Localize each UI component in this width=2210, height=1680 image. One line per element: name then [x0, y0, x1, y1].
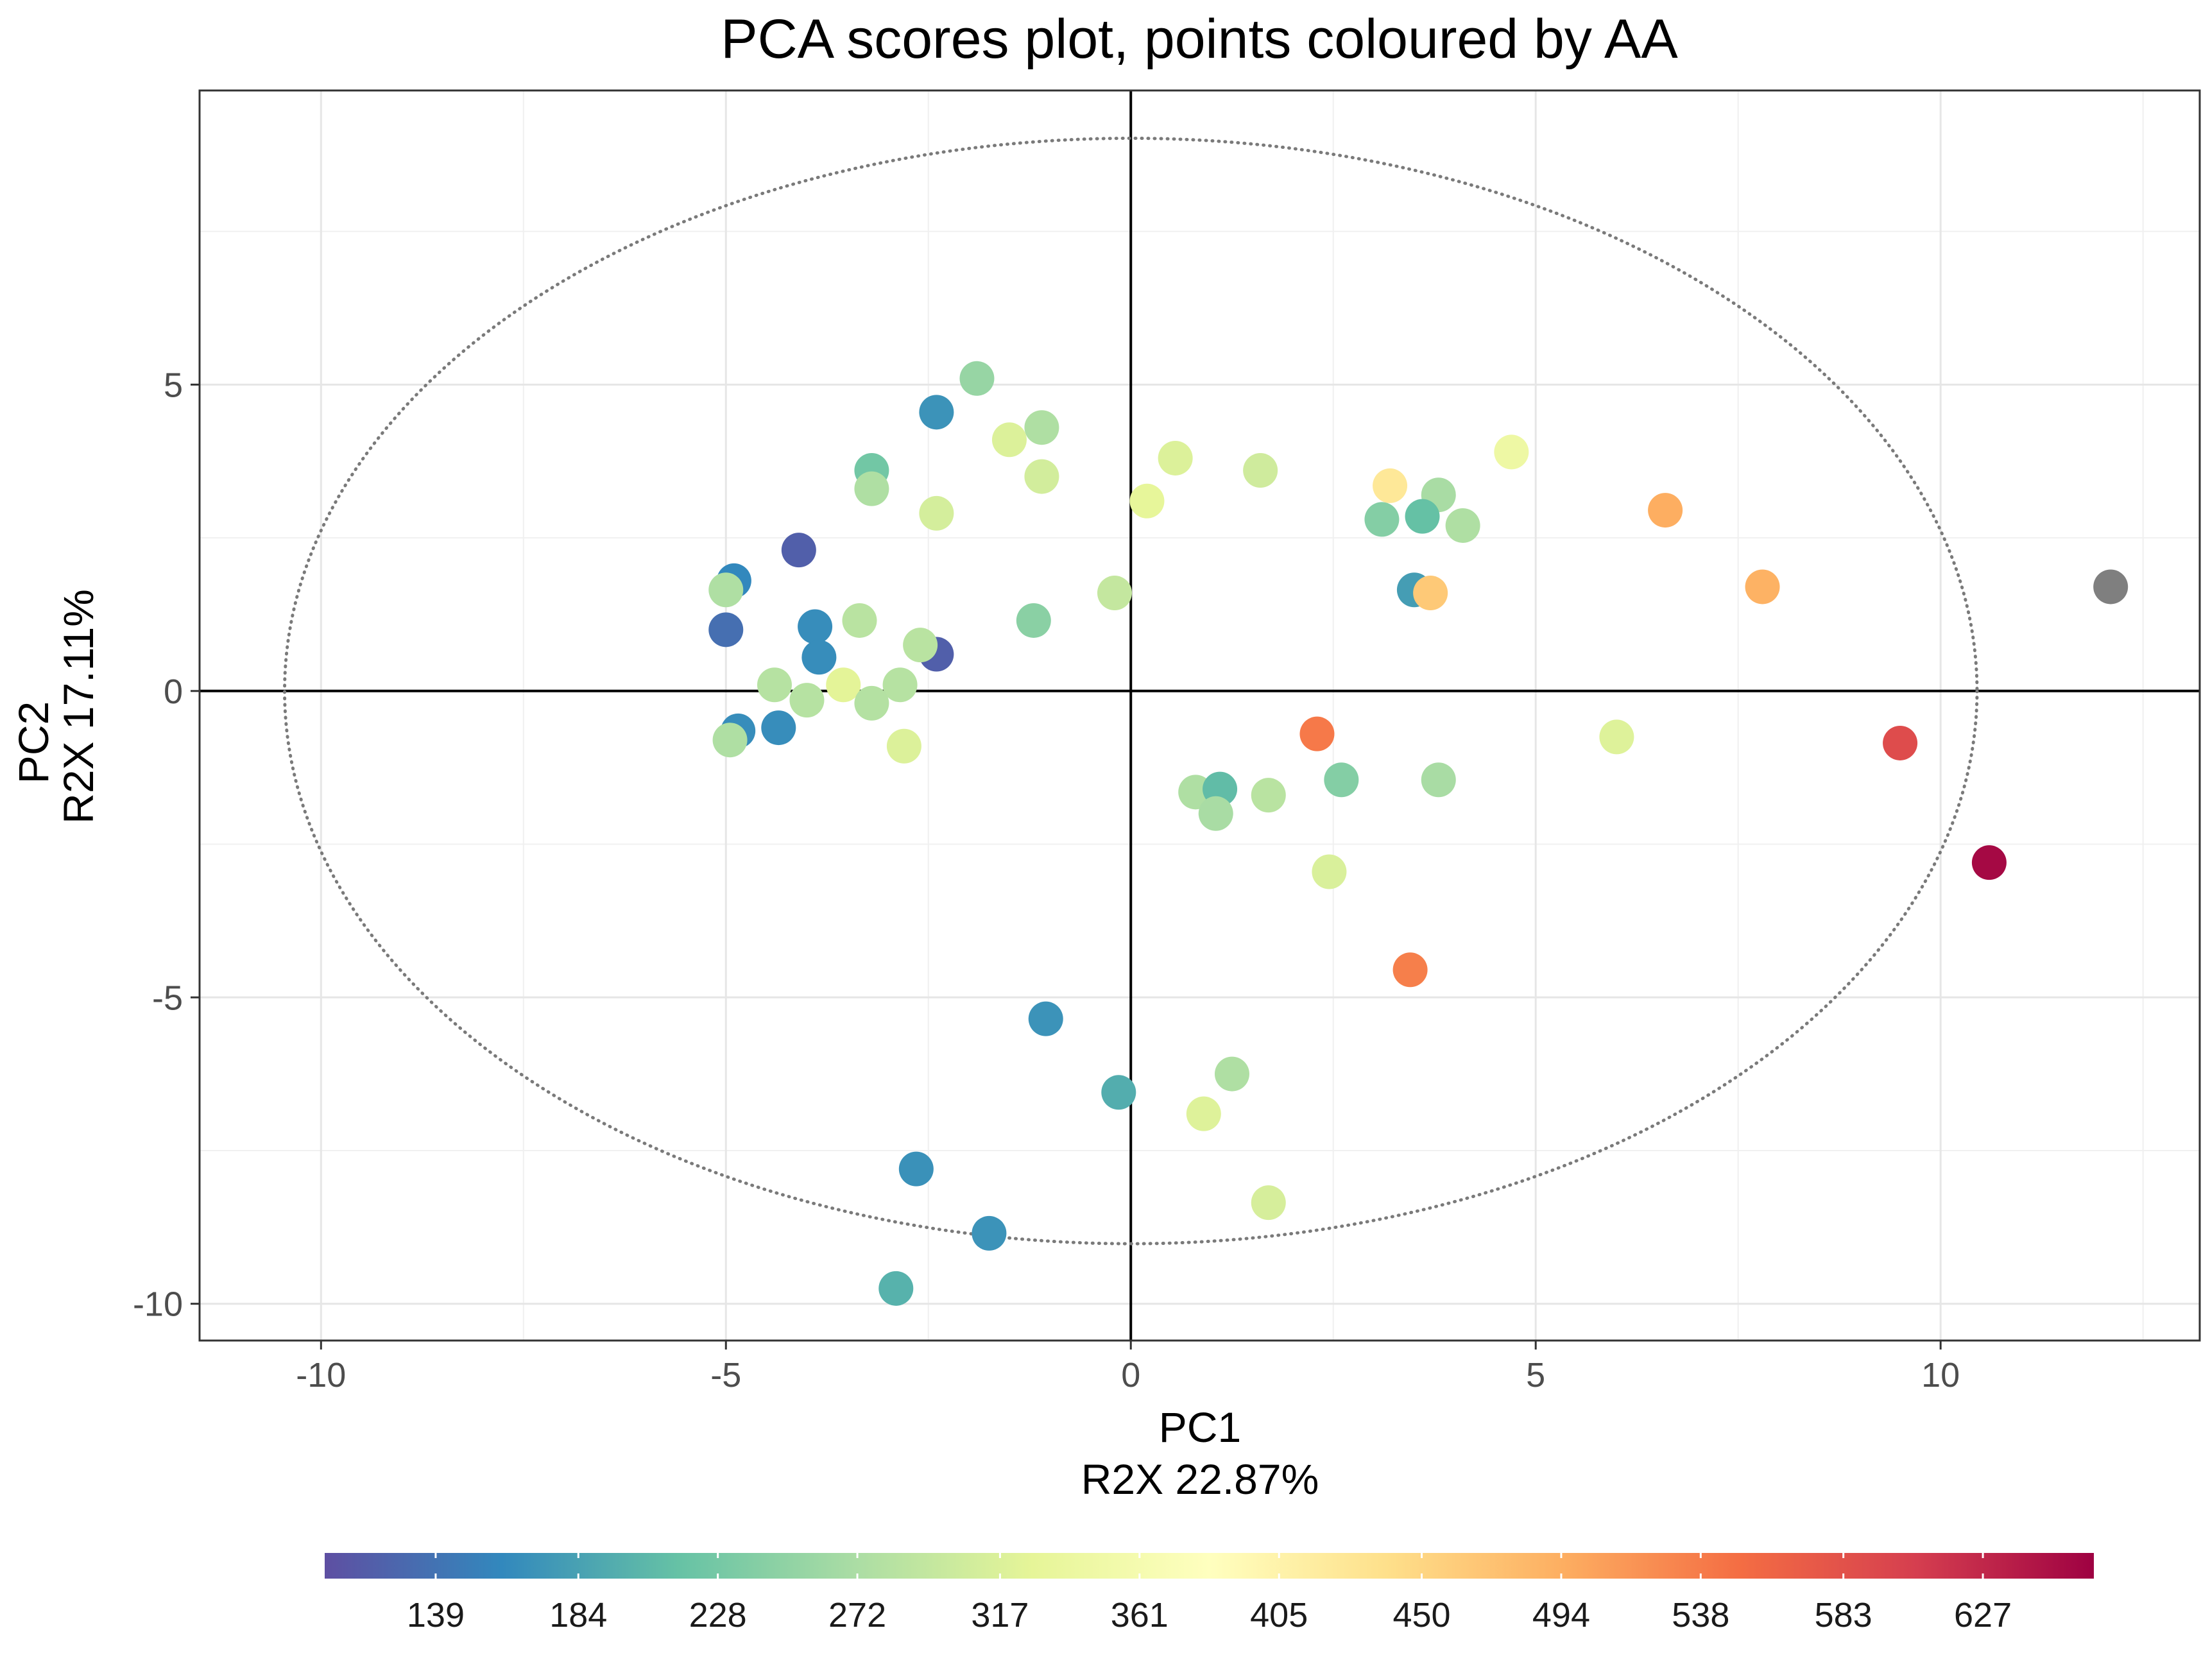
score-point — [826, 667, 861, 703]
score-point — [708, 612, 744, 647]
score-point — [1883, 725, 1918, 760]
x-tick-label: 0 — [1121, 1356, 1140, 1394]
y-tick-label: -10 — [133, 1285, 183, 1324]
score-point — [1392, 952, 1428, 988]
plot-panel — [198, 89, 2201, 1342]
score-point — [712, 723, 748, 758]
score-point — [757, 667, 792, 703]
score-point — [1971, 845, 2007, 880]
y-tick-label: -5 — [152, 979, 183, 1017]
score-point — [1324, 762, 1359, 798]
score-point — [1024, 459, 1059, 494]
score-point — [1024, 410, 1059, 445]
score-point — [1648, 493, 1683, 528]
x-tick-label: -5 — [710, 1356, 741, 1394]
colorbar-tick-label: 583 — [1815, 1596, 1872, 1634]
score-point — [991, 422, 1027, 458]
panel-background — [200, 90, 2200, 1341]
score-point — [1405, 499, 1440, 534]
score-point — [903, 628, 938, 663]
score-point — [1299, 716, 1335, 751]
x-axis: -10 -5 0 5 10 — [296, 1341, 1960, 1394]
score-point — [1158, 440, 1193, 476]
y-tick-label: 5 — [164, 366, 183, 404]
score-point — [708, 572, 744, 608]
score-point — [1251, 778, 1286, 813]
score-point — [1373, 468, 1408, 503]
score-point — [898, 1151, 934, 1187]
colorbar-tick-label: 405 — [1250, 1596, 1308, 1634]
score-points — [708, 361, 2129, 1306]
x-tick-label: 5 — [1526, 1356, 1545, 1394]
colorbar-tick-label: 361 — [1111, 1596, 1169, 1634]
score-point — [878, 1271, 914, 1306]
panel-border — [198, 89, 2201, 1342]
score-point — [1214, 1056, 1249, 1092]
score-point — [882, 667, 918, 703]
score-point — [1494, 434, 1529, 470]
colorbar-tick-label: 228 — [689, 1596, 747, 1634]
colorbar-tick-label: 184 — [549, 1596, 607, 1634]
score-point — [798, 609, 833, 644]
score-point — [886, 728, 921, 764]
y-axis-subtitle: R2X 17.11% — [55, 589, 102, 824]
colorbar-tick-label: 494 — [1532, 1596, 1590, 1634]
colorbar-ticks: 139 184 228 272 317 361 405 450 494 538 583 627 — [407, 1553, 2012, 1634]
score-point — [781, 533, 816, 568]
x-tick-label: 10 — [1921, 1356, 1960, 1394]
minor-gridlines — [200, 90, 2200, 1341]
y-tick-label: 0 — [164, 673, 183, 711]
confidence-ellipse — [283, 136, 1979, 1246]
score-point — [1186, 1096, 1221, 1131]
score-point — [1251, 1185, 1286, 1221]
score-point — [1101, 1075, 1136, 1110]
colorbar-legend: 139 184 228 272 317 361 405 450 494 538 583 627 — [325, 1553, 2094, 1634]
score-point — [789, 683, 825, 718]
score-point — [854, 685, 889, 721]
score-point — [919, 395, 954, 430]
colorbar-tick-label: 272 — [828, 1596, 886, 1634]
score-point — [2093, 569, 2129, 604]
score-point — [1129, 483, 1165, 519]
score-point — [1413, 576, 1448, 611]
score-point — [1421, 762, 1456, 798]
y-axis: -10 -5 0 5 — [133, 366, 200, 1324]
score-point — [1028, 1001, 1063, 1036]
score-point — [801, 640, 837, 675]
score-point — [1198, 796, 1233, 831]
y-axis-title: PC2 — [10, 701, 57, 784]
score-point — [842, 603, 877, 638]
score-point — [1364, 502, 1400, 537]
score-point — [972, 1215, 1007, 1251]
colorbar-tick-label: 139 — [407, 1596, 465, 1634]
x-tick-label: -10 — [296, 1356, 346, 1394]
colorbar-tick-label: 450 — [1392, 1596, 1450, 1634]
score-point — [854, 471, 889, 506]
score-point — [1312, 854, 1347, 889]
score-point — [1016, 603, 1051, 638]
reference-lines — [200, 90, 2200, 1341]
colorbar-tick-label: 317 — [971, 1596, 1029, 1634]
score-point — [919, 495, 954, 531]
score-point — [1243, 453, 1278, 488]
score-point — [1445, 508, 1480, 543]
x-axis-title: PC1 — [1159, 1403, 1241, 1451]
chart-title: PCA scores plot, points coloured by AA — [721, 8, 1678, 70]
score-point — [1745, 569, 1780, 604]
score-point — [1097, 576, 1132, 611]
score-point — [1599, 719, 1634, 755]
score-point — [959, 361, 995, 396]
colorbar-tick-label: 538 — [1672, 1596, 1729, 1634]
score-point — [761, 710, 796, 746]
x-axis-subtitle: R2X 22.87% — [1081, 1455, 1319, 1503]
colorbar-gradient — [325, 1553, 2094, 1579]
colorbar-tick-label: 627 — [1954, 1596, 2012, 1634]
